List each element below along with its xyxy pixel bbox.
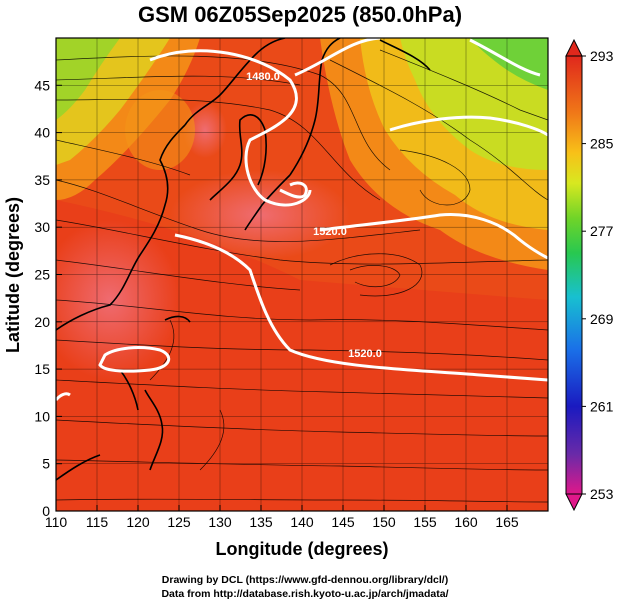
- colorbar-ticks: 293 285 277 269 261 253: [582, 48, 614, 502]
- x-tick-label: 130: [208, 514, 232, 530]
- y-tick-label: 25: [34, 267, 50, 283]
- y-tick-label: 30: [34, 219, 50, 235]
- x-tick-label: 150: [372, 514, 396, 530]
- x-axis: 110 115 120 125 130 135 140 145 150 155 160 165: [45, 505, 519, 530]
- contour-label-1520-a: 1520.0: [313, 226, 347, 238]
- credit-line-1: Drawing by DCL (https://www.gfd-dennou.o…: [162, 574, 448, 586]
- x-tick-label: 135: [249, 514, 273, 530]
- coastlines: [56, 38, 431, 481]
- colorbar-top-arrow: [565, 38, 583, 57]
- y-tick-label: 40: [34, 125, 50, 141]
- credit-line-2: Data from http://database.rish.kyoto-u.a…: [161, 588, 448, 600]
- colorbar-tick-label: 269: [590, 311, 614, 327]
- hot-region-china: [56, 220, 180, 380]
- x-tick-label: 140: [290, 514, 314, 530]
- plot-area: 1480.0 1520.0 1520.0: [56, 38, 548, 511]
- y-tick-label: 10: [34, 408, 50, 424]
- x-tick-label: 160: [454, 514, 478, 530]
- chart-title: GSM 06Z05Sep2025 (850.0hPa): [138, 2, 462, 27]
- y-tick-label: 15: [34, 361, 50, 377]
- x-axis-label: Longitude (degrees): [215, 539, 388, 559]
- y-axis-label: Latitude (degrees): [3, 197, 23, 353]
- colorbar-tick-label: 261: [590, 398, 614, 414]
- colorbar-tick-label: 253: [590, 486, 614, 502]
- x-tick-label: 145: [331, 514, 355, 530]
- x-tick-label: 110: [45, 514, 68, 530]
- y-axis: 0 5 10 15 20 25 30 35 40 45: [34, 77, 62, 519]
- colorbar-bottom-arrow: [565, 493, 583, 512]
- colorbar-tick-label: 285: [590, 136, 614, 152]
- colorbar-tick-label: 293: [590, 48, 614, 64]
- x-tick-label: 115: [86, 514, 109, 530]
- x-tick-label: 165: [495, 514, 519, 530]
- height-contours: [56, 38, 548, 401]
- y-tick-label: 0: [42, 503, 50, 519]
- streamlines: [56, 49, 548, 503]
- contour-label-1480: 1480.0: [246, 71, 280, 83]
- y-tick-label: 20: [34, 314, 50, 330]
- colorbar-tick-label: 277: [590, 223, 614, 239]
- cool-blob-yellow-sea: [125, 90, 195, 170]
- colorbar: 293 285 277 269 261 253: [565, 38, 614, 512]
- y-tick-label: 35: [34, 172, 50, 188]
- x-tick-label: 125: [167, 514, 191, 530]
- x-tick-label: 120: [126, 514, 150, 530]
- x-tick-label: 155: [413, 514, 437, 530]
- colorbar-body: [565, 55, 583, 495]
- y-tick-label: 45: [34, 77, 50, 93]
- contour-label-1520-b: 1520.0: [348, 348, 382, 360]
- y-tick-label: 5: [42, 456, 50, 472]
